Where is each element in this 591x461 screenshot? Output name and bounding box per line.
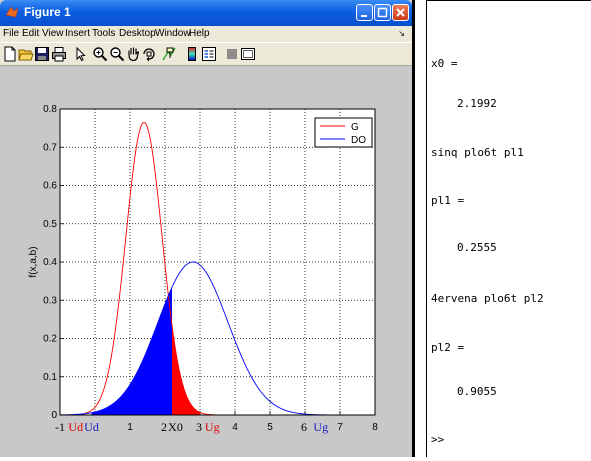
- x-tick-label: 4: [232, 422, 238, 433]
- minimize-button[interactable]: [356, 4, 373, 21]
- rotate-3d-icon[interactable]: [141, 46, 157, 62]
- window-title: Figure 1: [24, 5, 71, 19]
- x-tick-label: 8: [372, 422, 378, 433]
- show-plot-tools-icon[interactable]: [240, 46, 256, 62]
- zoom-in-icon[interactable]: [92, 46, 108, 62]
- x-annotation-label: 3: [196, 420, 202, 434]
- legend-label-g: G: [351, 122, 359, 133]
- zoom-out-icon[interactable]: [109, 46, 125, 62]
- grid: [59, 108, 376, 416]
- figure-toolbar: [0, 42, 412, 66]
- menu-help[interactable]: Help: [189, 28, 210, 39]
- output-value-x0: 2.1992: [457, 97, 497, 110]
- maximize-button[interactable]: [374, 4, 391, 21]
- menu-desktop[interactable]: Desktop: [119, 28, 156, 39]
- y-tick-labels: 0 0.1 0.2 0.3 0.4 0.5 0.6 0.7 0.8: [43, 104, 57, 421]
- x-annotation-label: Ud: [84, 420, 99, 434]
- menu-file[interactable]: File: [3, 28, 20, 39]
- menu-tools[interactable]: Tools: [92, 28, 116, 39]
- data-cursor-icon[interactable]: [161, 46, 177, 62]
- axes-box: [59, 108, 376, 416]
- menu-bar: File Edit View Insert Tools Desktop Wind…: [0, 26, 412, 42]
- output-var-pl1: pl1 =: [431, 194, 465, 207]
- legend[interactable]: G DO: [314, 117, 373, 148]
- figure-window: Figure 1 File Edit View Insert Tools Des…: [0, 0, 412, 457]
- command-window[interactable]: x0 = 2.1992 sinq plo6t pl1 pl1 = 0.2555 …: [426, 0, 591, 457]
- new-figure-icon[interactable]: [2, 46, 18, 62]
- save-icon[interactable]: [34, 46, 50, 62]
- window-divider: [412, 0, 426, 457]
- output-text-pl2: 4ervena plo6t pl2: [431, 292, 544, 305]
- y-tick-label: 0.5: [43, 219, 57, 230]
- output-text-pl1: sinq plo6t pl1: [431, 146, 524, 159]
- output-var-x0: x0 =: [431, 57, 458, 70]
- output-value-pl2: 0.9055: [457, 385, 497, 398]
- shaded-area-do: [91, 287, 172, 415]
- y-tick-label: 0.8: [43, 104, 57, 115]
- y-tick-label: 0.4: [43, 257, 57, 268]
- y-tick-label: 0.2: [43, 334, 57, 345]
- maximize-icon: [377, 7, 388, 18]
- title-bar[interactable]: Figure 1: [0, 0, 412, 26]
- x-tick-label: 5: [267, 422, 273, 433]
- menu-edit[interactable]: Edit: [22, 28, 40, 39]
- shaded-regions: [91, 287, 200, 415]
- output-var-pl2: pl2 =: [431, 341, 465, 354]
- shaded-area-g: [172, 325, 200, 415]
- pan-hand-icon[interactable]: [125, 46, 141, 62]
- legend-box: [314, 117, 373, 148]
- open-file-icon[interactable]: [18, 46, 34, 62]
- minimize-icon: [361, 15, 367, 17]
- x-tick-label: 1: [127, 422, 133, 433]
- command-prompt[interactable]: >>: [431, 433, 445, 446]
- output-value-pl1: 0.2555: [457, 241, 497, 254]
- x-annotation-label: -1: [55, 420, 65, 434]
- legend-label-do: DO: [351, 135, 366, 146]
- menu-view[interactable]: View: [42, 28, 64, 39]
- y-tick-label: 0.1: [43, 372, 57, 383]
- y-tick-label: 0.6: [43, 181, 57, 192]
- matlab-logo-icon: [5, 6, 19, 18]
- y-tick-label: 0.3: [43, 295, 57, 306]
- y-tick-label: 0.7: [43, 142, 57, 153]
- print-icon[interactable]: [51, 46, 67, 62]
- y-axis-label: f(x,a,b): [28, 246, 39, 277]
- x-annotation-label: Ug: [313, 420, 328, 434]
- colorbar-icon[interactable]: [184, 46, 200, 62]
- x-tick-labels: 1 4 5 7 8: [127, 422, 378, 433]
- close-button[interactable]: [392, 4, 409, 21]
- x-annotation-label: Ud: [68, 420, 83, 434]
- legend-icon[interactable]: [201, 46, 217, 62]
- x-annotation-label: Ug: [205, 420, 220, 434]
- x-annotation-label: 6: [301, 420, 307, 434]
- menu-insert[interactable]: Insert: [65, 28, 91, 39]
- axis-annotations: -1 Ud Ud 2 X0 3 Ug 6 Ug: [55, 420, 328, 434]
- x-tick-label: 7: [337, 422, 343, 433]
- pointer-icon[interactable]: [72, 46, 88, 62]
- hide-plot-tools-icon[interactable]: [224, 46, 240, 62]
- menu-window[interactable]: Window: [155, 28, 191, 39]
- x-annotation-label: 2: [161, 420, 167, 434]
- axes-background: [60, 109, 375, 415]
- menu-overflow-arrow-icon[interactable]: ↘: [398, 29, 405, 38]
- x-annotation-label: X0: [168, 420, 183, 434]
- close-icon: [396, 8, 405, 17]
- y-tick-label: 0: [51, 410, 57, 421]
